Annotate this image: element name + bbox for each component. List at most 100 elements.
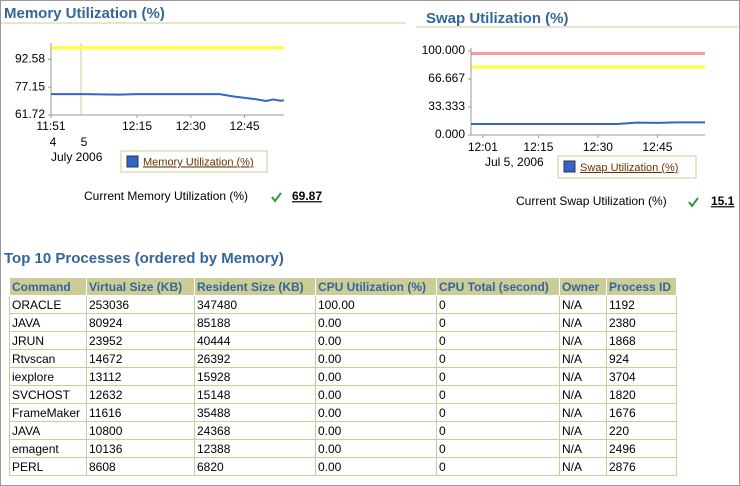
table-cell: 40444 [194,331,316,350]
table-cell: 2876 [606,457,677,476]
table-cell: N/A [559,295,607,314]
table-cell: 0 [436,385,560,404]
table-cell: 1868 [606,331,677,350]
table-cell: 0.00 [315,403,437,422]
chart-title: Swap Utilization (%) [426,10,569,27]
table-cell: 0.00 [315,349,437,368]
table-cell: 0.00 [315,385,437,404]
table-row: JRUN 23952 40444 0.00 0 N/A 1868 [9,331,677,350]
series-line [51,93,285,102]
table-cell: 10136 [86,439,195,458]
column-header: Virtual Size (KB) [86,277,195,296]
column-header: Resident Size (KB) [194,277,316,296]
table-cell: 35488 [194,403,316,422]
current-label: Current Swap Utilization (%) [516,194,667,208]
table-cell: 0.00 [315,457,437,476]
table-cell: N/A [559,349,607,368]
column-header: Owner [559,277,607,296]
table-cell: 0.00 [315,367,437,386]
table-cell: SVCHOST [9,385,87,404]
table-row: PERL 8608 6820 0.00 0 N/A 2876 [9,457,677,476]
column-header: Command [9,277,87,296]
table-cell: 3704 [606,367,677,386]
table-cell: 0 [436,331,560,350]
legend-label[interactable]: Swap Utilization (%) [580,162,678,174]
x-tick-label: 12:30 [176,119,206,133]
table-cell: 0.00 [315,313,437,332]
table-cell: JAVA [9,421,87,440]
table-cell: 1192 [606,295,677,314]
x-tick-label: 12:45 [230,119,260,133]
table-cell: 24368 [194,421,316,440]
table-cell: Rtvscan [9,349,87,368]
table-cell: N/A [559,331,607,350]
table-cell: N/A [559,313,607,332]
table-cell: 0 [436,457,560,476]
table-cell: 924 [606,349,677,368]
column-header: CPU Utilization (%) [315,277,437,296]
current-value[interactable]: 69.87 [292,189,322,203]
table-cell: 11616 [86,403,195,422]
legend-swatch [126,155,139,168]
table-cell: ORACLE [9,295,87,314]
table-cell: N/A [559,439,607,458]
x-day-label: 5 [81,135,88,149]
table-row: JAVA 10800 24368 0.00 0 N/A 220 [9,421,677,440]
table-cell: 85188 [194,313,316,332]
table-cell: emagent [9,439,87,458]
y-tick-label: 61.72 [15,107,45,121]
x-tick-label: 12:30 [583,140,613,154]
table-cell: 13112 [86,367,195,386]
table-cell: JRUN [9,331,87,350]
table-cell: FrameMaker [9,403,87,422]
legend-label[interactable]: Memory Utilization (%) [143,156,254,168]
plot-area [471,48,705,135]
table-cell: 0 [436,295,560,314]
table-cell: 0.00 [315,421,437,440]
table-row: FrameMaker 11616 35488 0.00 0 N/A 1676 [9,403,677,422]
legend-box [557,155,697,179]
x-tick-label: 12:45 [642,140,672,154]
y-tick-label: 33.333 [428,99,465,113]
process-table: Command Virtual Size (KB) Resident Size (K… [9,277,677,476]
table-row: emagent 10136 12388 0.00 0 N/A 2496 [9,439,677,458]
x-date-label: Jul 5, 2006 [485,155,544,169]
table-cell: 8608 [86,457,195,476]
table-row: Rtvscan 14672 26392 0.00 0 N/A 924 [9,349,677,368]
table-cell: 23952 [86,331,195,350]
table-cell: N/A [559,367,607,386]
table-cell: 0 [436,349,560,368]
table-title: Top 10 Processes (ordered by Memory) [4,250,284,267]
table-cell: 10800 [86,421,195,440]
header-row: Command Virtual Size (KB) Resident Size (K… [9,277,677,296]
table-cell: 14672 [86,349,195,368]
table-cell: 0 [436,403,560,422]
table-cell: 0 [436,439,560,458]
y-tick-label: 100.000 [422,43,466,57]
x-tick-label: 12:15 [523,140,553,154]
table-cell: N/A [559,421,607,440]
chart-title: Memory Utilization (%) [4,5,165,22]
current-value[interactable]: 15.1 [711,194,735,208]
table-cell: 1820 [606,385,677,404]
table-row: SVCHOST 12632 15148 0.00 0 N/A 1820 [9,385,677,404]
table-row: JAVA 80924 85188 0.00 0 N/A 2380 [9,313,677,332]
table-cell: 0.00 [315,331,437,350]
table-cell: 0 [436,421,560,440]
table-cell: 220 [606,421,677,440]
check-icon [271,192,282,203]
table-cell: 2496 [606,439,677,458]
y-tick-label: 77.15 [15,79,45,93]
charts: Memory Utilization (%) 92.58 77.15 61.7211:… [1,5,739,267]
table-cell: 253036 [86,295,195,314]
y-tick-label: 66.667 [428,71,465,85]
column-header: Process ID [606,277,677,296]
table-cell: 2380 [606,313,677,332]
table-cell: N/A [559,457,607,476]
series-line [471,121,705,125]
table-cell: 12632 [86,385,195,404]
table-cell: 6820 [194,457,316,476]
x-tick-label: 12:15 [122,119,152,133]
x-day-label: 4 [50,135,57,149]
